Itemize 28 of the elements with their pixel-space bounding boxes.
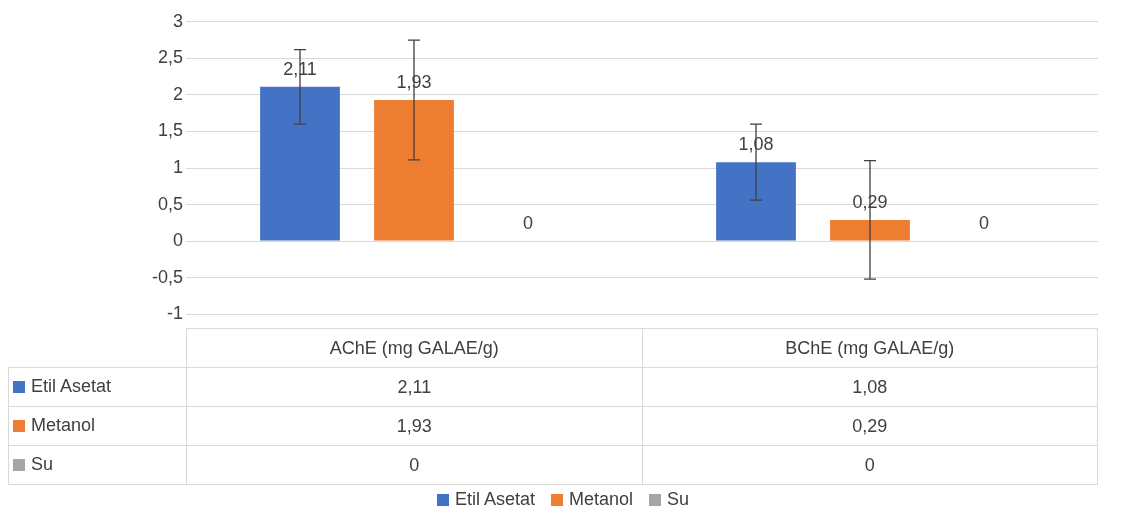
legend-label: Su xyxy=(31,454,54,476)
bar xyxy=(260,86,340,241)
data-label: 1,08 xyxy=(642,367,1098,407)
text: Etil Asetat xyxy=(454,489,535,509)
data-label: 0,29 xyxy=(642,406,1098,446)
text: Su xyxy=(667,489,690,509)
text: 0 xyxy=(522,213,534,234)
y-tick-label: -0,5 xyxy=(151,266,183,287)
legend-label: Etil Asetat xyxy=(31,376,112,398)
bar xyxy=(716,162,796,241)
y-tick-label: 2,5 xyxy=(157,47,183,68)
y-tick-label: 0 xyxy=(172,230,183,251)
legend-label: Metanol xyxy=(568,489,634,510)
text: 0 xyxy=(978,213,990,234)
data-label: 1,93 xyxy=(186,406,643,446)
data-label: 0 xyxy=(642,445,1098,485)
data-label: 2,11 xyxy=(186,367,643,407)
bar xyxy=(830,219,910,241)
y-tick-label: 1,5 xyxy=(157,120,183,141)
x-tick-label: BChE (mg GALAE/g) xyxy=(642,328,1098,368)
y-tick-label: 2 xyxy=(172,83,183,104)
y-tick-label: 3 xyxy=(172,10,183,31)
x-tick-label: AChE (mg GALAE/g) xyxy=(186,328,643,368)
y-tick-label: 0,5 xyxy=(157,193,183,214)
text: Metanol xyxy=(31,415,96,436)
bar xyxy=(374,100,454,241)
y-tick-label: 1 xyxy=(172,156,183,177)
y-tick-label: -1 xyxy=(166,303,183,324)
